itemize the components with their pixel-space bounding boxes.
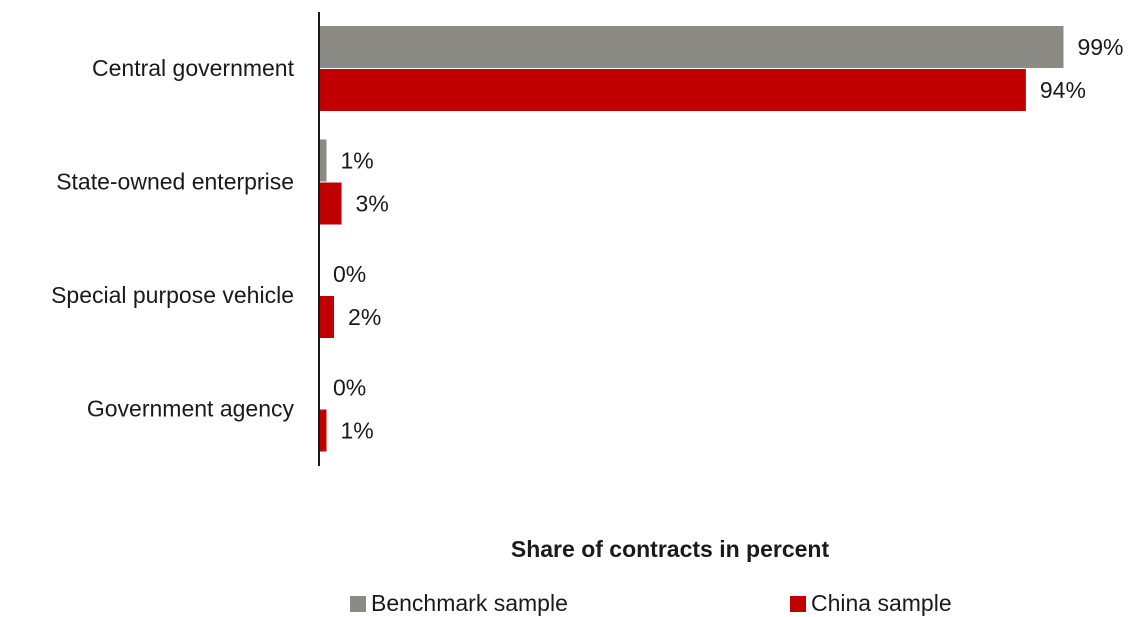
data-label-china-sample-state-owned-enterprise: 3%: [356, 191, 389, 217]
chart-legend: Benchmark sample China sample: [0, 590, 1146, 617]
bar-china-sample-central-government: [319, 69, 1026, 111]
legend-swatch-benchmark: [350, 595, 366, 612]
data-label-benchmark-sample-central-government: 99%: [1077, 34, 1123, 60]
legend-label-china: China sample: [811, 590, 952, 616]
category-label-special-purpose-vehicle: Special purpose vehicle: [51, 282, 294, 308]
legend-item-china: China sample: [790, 590, 952, 617]
data-label-china-sample-government-agency: 1%: [341, 418, 374, 444]
legend-swatch-china: [790, 595, 806, 612]
x-axis-title: Share of contracts in percent: [510, 536, 830, 562]
data-label-benchmark-sample-state-owned-enterprise: 1%: [341, 148, 374, 174]
bar-china-sample-government-agency: [319, 409, 327, 452]
bar-china-sample-state-owned-enterprise: [319, 182, 342, 225]
data-label-china-sample-central-government: 94%: [1040, 77, 1086, 103]
category-label-government-agency: Government agency: [87, 396, 295, 422]
legend-label-benchmark: Benchmark sample: [371, 590, 568, 616]
data-label-benchmark-sample-special-purpose-vehicle: 0%: [333, 261, 366, 287]
bar-benchmark-sample-central-government: [319, 26, 1064, 68]
bar-benchmark-sample-state-owned-enterprise: [319, 139, 327, 182]
legend-item-benchmark: Benchmark sample: [350, 590, 568, 617]
data-label-china-sample-special-purpose-vehicle: 2%: [348, 304, 381, 330]
data-label-benchmark-sample-government-agency: 0%: [333, 375, 366, 401]
category-label-central-government: Central government: [92, 55, 295, 81]
bar-chart: Central government 99% 94% State-owned ente…: [51, 12, 1124, 466]
category-label-state-owned-enterprise: State-owned enterprise: [56, 169, 294, 195]
bar-china-sample-special-purpose-vehicle: [319, 296, 335, 338]
